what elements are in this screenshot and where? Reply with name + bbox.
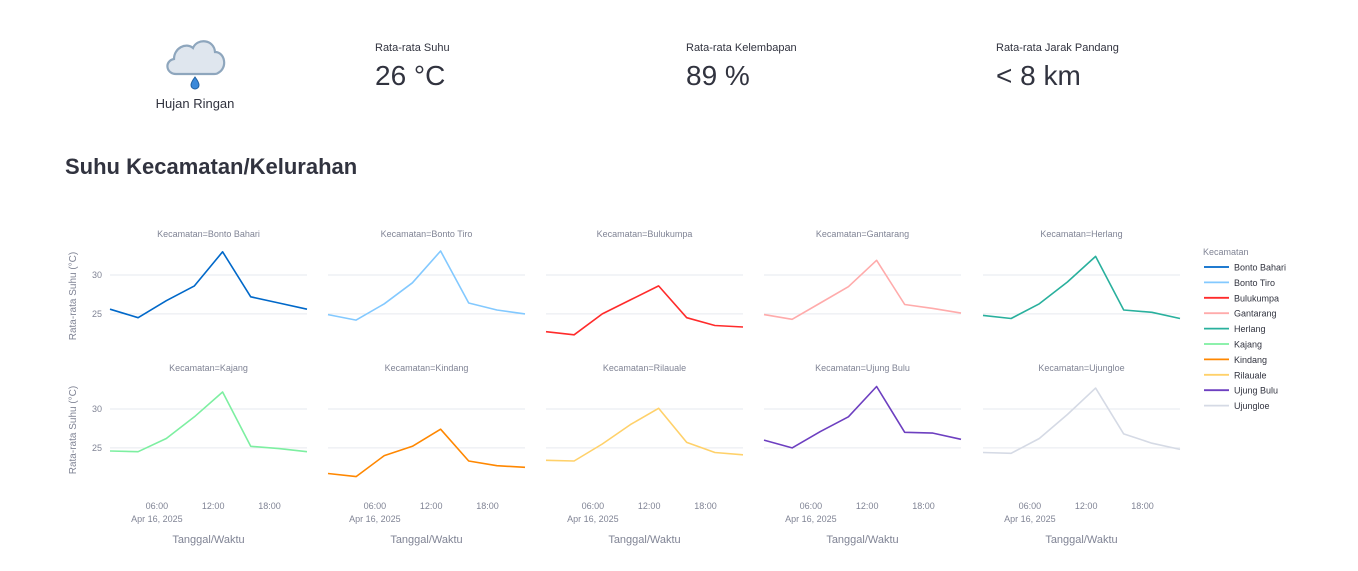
x-axis-title: Tanggal/Waktu — [826, 534, 898, 546]
legend-entry: Ujungloe — [1234, 401, 1270, 411]
facet-title: Kecamatan=Herlang — [1040, 229, 1122, 239]
x-tick-label: 12:00 — [420, 501, 443, 511]
x-tick-label: 12:00 — [638, 501, 661, 511]
series-line-gantarang — [763, 259, 962, 321]
series-line-herlang — [982, 255, 1181, 320]
legend-entry: Rilauale — [1234, 370, 1267, 380]
y-tick-label: 30 — [92, 404, 102, 414]
legend-entry: Gantarang — [1234, 309, 1277, 319]
x-axis-title: Tanggal/Waktu — [390, 534, 462, 546]
series-line-rilauale — [545, 407, 744, 462]
facet-title: Kecamatan=Ujungloe — [1038, 363, 1124, 373]
x-tick-label: 06:00 — [800, 501, 823, 511]
x-tick-label: 18:00 — [694, 501, 717, 511]
x-tick-label: 18:00 — [258, 501, 281, 511]
metric-temperature: Rata-rata Suhu 26 °C — [375, 42, 450, 92]
legend-title: Kecamatan — [1203, 247, 1249, 257]
metric-label: Rata-rata Jarak Pandang — [996, 42, 1119, 54]
series-line-ujungloe — [982, 387, 1181, 455]
series-line-ujung-bulu — [763, 385, 962, 449]
legend-entry: Kindang — [1234, 355, 1267, 365]
x-tick-date-label: Apr 16, 2025 — [1004, 514, 1056, 524]
series-line-bonto-tiro — [327, 250, 526, 321]
metric-visibility: Rata-rata Jarak Pandang < 8 km — [996, 42, 1119, 92]
facet-title: Kecamatan=Ujung Bulu — [815, 363, 910, 373]
metric-value: 26 °C — [375, 60, 446, 91]
facet-title: Kecamatan=Rilauale — [603, 363, 686, 373]
y-tick-label: 25 — [92, 309, 102, 319]
weather-condition: Hujan Ringan — [155, 96, 235, 111]
series-line-bulukumpa — [545, 285, 744, 336]
metric-value: < 8 km — [996, 60, 1081, 91]
x-tick-label: 18:00 — [1131, 501, 1154, 511]
series-line-bonto-bahari — [109, 251, 308, 319]
x-tick-label: 06:00 — [582, 501, 605, 511]
series-line-kindang — [327, 428, 526, 478]
x-tick-label: 12:00 — [202, 501, 225, 511]
legend-entry: Ujung Bulu — [1234, 386, 1278, 396]
series-line-kajang — [109, 391, 308, 453]
rain-cloud-icon — [166, 40, 226, 90]
x-tick-date-label: Apr 16, 2025 — [131, 514, 183, 524]
facet-title: Kecamatan=Bonto Tiro — [381, 229, 473, 239]
x-tick-label: 06:00 — [1019, 501, 1042, 511]
facet-title: Kecamatan=Gantarang — [816, 229, 909, 239]
x-axis-title: Tanggal/Waktu — [1045, 534, 1117, 546]
section-title: Suhu Kecamatan/Kelurahan — [65, 154, 358, 179]
facet-title: Kecamatan=Kajang — [169, 363, 248, 373]
legend-entry: Bulukumpa — [1234, 293, 1279, 303]
legend-entry: Kajang — [1234, 340, 1262, 350]
y-tick-label: 25 — [92, 443, 102, 453]
x-tick-label: 06:00 — [146, 501, 169, 511]
y-axis-title: Rata-rata Suhu (°C) — [68, 252, 79, 340]
legend-entry: Bonto Bahari — [1234, 263, 1286, 273]
y-tick-label: 30 — [92, 270, 102, 280]
x-tick-label: 12:00 — [1075, 501, 1098, 511]
x-tick-label: 06:00 — [364, 501, 387, 511]
metric-value: 89 % — [686, 60, 750, 91]
x-tick-label: 18:00 — [476, 501, 499, 511]
x-tick-date-label: Apr 16, 2025 — [567, 514, 619, 524]
y-axis-title: Rata-rata Suhu (°C) — [68, 386, 79, 474]
weather-summary: Hujan Ringan — [150, 30, 240, 111]
legend-entry: Bonto Tiro — [1234, 278, 1275, 288]
metric-label: Rata-rata Suhu — [375, 42, 450, 54]
metric-humidity: Rata-rata Kelembapan 89 % — [686, 42, 797, 92]
x-tick-label: 12:00 — [856, 501, 879, 511]
facet-title: Kecamatan=Bonto Bahari — [157, 229, 260, 239]
facet-title: Kecamatan=Kindang — [385, 363, 469, 373]
legend-entry: Herlang — [1234, 324, 1266, 334]
facet-title: Kecamatan=Bulukumpa — [597, 229, 693, 239]
metric-label: Rata-rata Kelembapan — [686, 42, 797, 54]
x-axis-title: Tanggal/Waktu — [608, 534, 680, 546]
x-tick-date-label: Apr 16, 2025 — [349, 514, 401, 524]
x-tick-label: 18:00 — [912, 501, 935, 511]
x-tick-date-label: Apr 16, 2025 — [785, 514, 837, 524]
x-axis-title: Tanggal/Waktu — [172, 534, 244, 546]
